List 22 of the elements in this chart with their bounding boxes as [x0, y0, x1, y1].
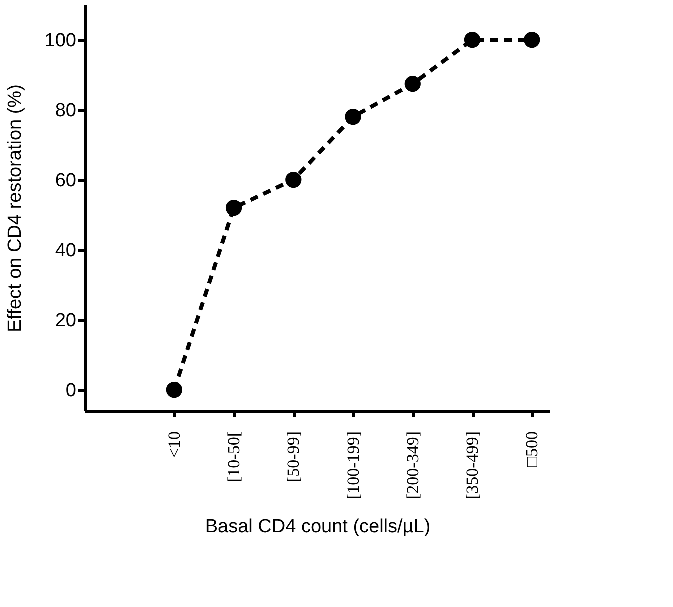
point — [404, 76, 421, 92]
y-tick-label: 0 — [66, 380, 76, 402]
x-tick-label: [100-199] — [344, 432, 363, 500]
point — [464, 32, 481, 48]
x-axis-title: Basal CD4 count (cells/µL) — [205, 516, 431, 538]
point — [286, 172, 302, 188]
x-tick-label: [200-349] — [403, 432, 422, 500]
y-tick-label: 60 — [55, 170, 76, 192]
y-tick-label: 80 — [55, 100, 76, 122]
point — [345, 108, 362, 126]
point — [166, 382, 182, 398]
point — [226, 200, 242, 216]
y-axis-title: Effect on CD4 restoration (%) — [4, 84, 26, 332]
x-tick-label: [350-499] — [463, 432, 482, 500]
y-tick-label: 40 — [55, 240, 76, 262]
x-tick-label: [10-50[ — [224, 431, 244, 482]
x-tick-label: [50-99] — [284, 432, 304, 482]
point — [524, 32, 540, 48]
y-tick-label: 20 — [55, 310, 76, 332]
y-tick-label: 100 — [44, 30, 76, 52]
x-tick-label: □500 — [522, 432, 542, 468]
x-tick-label: <10 — [164, 432, 184, 458]
